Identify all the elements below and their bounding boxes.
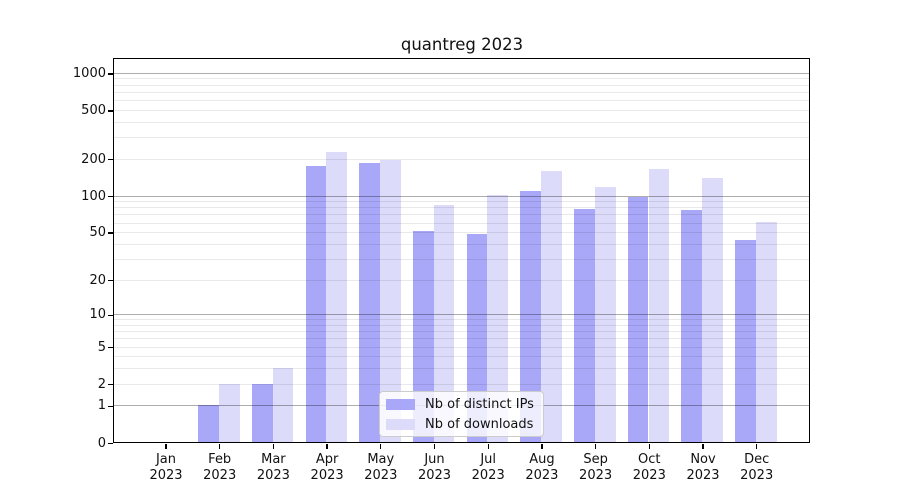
y-axis-tick	[108, 279, 114, 282]
x-axis-tick	[433, 443, 436, 449]
x-tick-label: Jun 2023	[417, 452, 452, 483]
bar-downloads-dec	[755, 221, 777, 443]
bar-distinct-ips-apr	[305, 166, 327, 443]
x-axis-tick	[272, 443, 275, 449]
bar-distinct-ips-dec	[735, 240, 756, 443]
x-axis-tick	[756, 443, 758, 449]
x-axis-tick	[219, 443, 221, 449]
chart-title: quantreg 2023	[400, 35, 524, 54]
bar-downloads-sep	[594, 186, 616, 443]
y-tick-label: 100	[81, 188, 106, 204]
y-tick-label: 500	[81, 102, 106, 118]
y-axis-tick	[108, 195, 114, 198]
bar-downloads-jun	[433, 204, 455, 443]
plot-area	[113, 58, 810, 443]
y-axis-tick	[108, 110, 114, 112]
bar-distinct-ips-oct	[627, 197, 649, 443]
x-axis-tick	[487, 443, 489, 449]
x-axis-tick	[541, 443, 543, 449]
bar-distinct-ips-may	[359, 162, 380, 443]
y-axis-tick	[108, 314, 114, 316]
bar-downloads-aug	[541, 171, 562, 443]
legend-label-downloads: Nb of downloads	[425, 416, 534, 432]
gridline-minor	[114, 84, 809, 86]
y-tick-label: 20	[89, 272, 106, 288]
bar-distinct-ips-jun	[412, 231, 434, 443]
x-axis-tick	[165, 443, 167, 449]
x-tick-label: Feb 2023	[203, 452, 237, 483]
bar-downloads-feb	[218, 383, 240, 443]
legend-swatch-distinct-ips-icon	[386, 398, 415, 410]
bar-distinct-ips-jul	[466, 234, 488, 443]
bar-distinct-ips-aug	[520, 190, 542, 443]
legend: Nb of distinct IPs Nb of downloads	[379, 391, 544, 437]
y-axis-tick	[108, 442, 114, 445]
gridline-major	[114, 72, 809, 74]
x-tick-label: Apr 2023	[310, 452, 344, 483]
x-axis-tick	[702, 443, 704, 449]
y-tick-label: 0	[97, 435, 106, 451]
bar-downloads-jul	[487, 195, 509, 443]
y-axis-tick	[108, 384, 114, 386]
bar-downloads-apr	[326, 152, 348, 443]
x-tick-label: Mar 2023	[256, 452, 290, 483]
y-axis-tick	[108, 73, 114, 75]
y-axis-tick	[108, 232, 114, 234]
gridline-minor	[114, 137, 809, 139]
gridline-minor	[114, 109, 809, 111]
x-tick-label: Sep 2023	[579, 452, 613, 483]
x-axis-tick	[326, 443, 328, 449]
bar-distinct-ips-nov	[681, 210, 703, 443]
gridline-minor	[114, 78, 809, 80]
y-tick-label: 1	[97, 398, 106, 414]
x-tick-label: Jan 2023	[149, 452, 183, 483]
x-tick-label: May 2023	[364, 452, 398, 483]
x-axis-tick	[594, 443, 597, 449]
x-axis-tick	[648, 443, 650, 449]
legend-label-distinct-ips: Nb of distinct IPs	[425, 396, 534, 412]
gridline-minor	[114, 91, 809, 93]
x-tick-label: Aug 2023	[525, 452, 559, 483]
gridline-minor	[114, 100, 809, 102]
gridline-minor	[114, 158, 809, 160]
y-tick-label: 2	[97, 376, 106, 392]
y-tick-label: 1000	[72, 65, 106, 81]
bar-distinct-ips-mar	[251, 383, 273, 443]
bar-distinct-ips-sep	[574, 208, 595, 443]
y-tick-label: 10	[89, 307, 106, 323]
bar-distinct-ips-feb	[198, 405, 219, 443]
bar-downloads-oct	[648, 168, 670, 443]
legend-item-downloads: Nb of downloads	[386, 416, 543, 433]
bar-downloads-mar	[272, 368, 294, 443]
gridline-minor	[114, 121, 809, 123]
x-tick-label: Oct 2023	[632, 452, 666, 483]
x-tick-label: Dec 2023	[740, 452, 774, 483]
y-tick-label: 200	[81, 151, 106, 167]
y-axis-tick	[108, 346, 114, 349]
y-tick-label: 50	[89, 225, 106, 241]
x-axis-tick	[380, 443, 382, 449]
legend-swatch-downloads-icon	[386, 418, 415, 430]
y-tick-label: 5	[97, 339, 106, 355]
legend-item-distinct-ips: Nb of distinct IPs	[386, 396, 543, 413]
y-axis-tick	[108, 159, 114, 161]
bar-downloads-may	[380, 160, 401, 443]
x-tick-label: Jul 2023	[471, 452, 505, 483]
bar-downloads-nov	[702, 177, 723, 443]
y-axis-tick	[108, 405, 114, 408]
x-tick-label: Nov 2023	[686, 452, 720, 483]
